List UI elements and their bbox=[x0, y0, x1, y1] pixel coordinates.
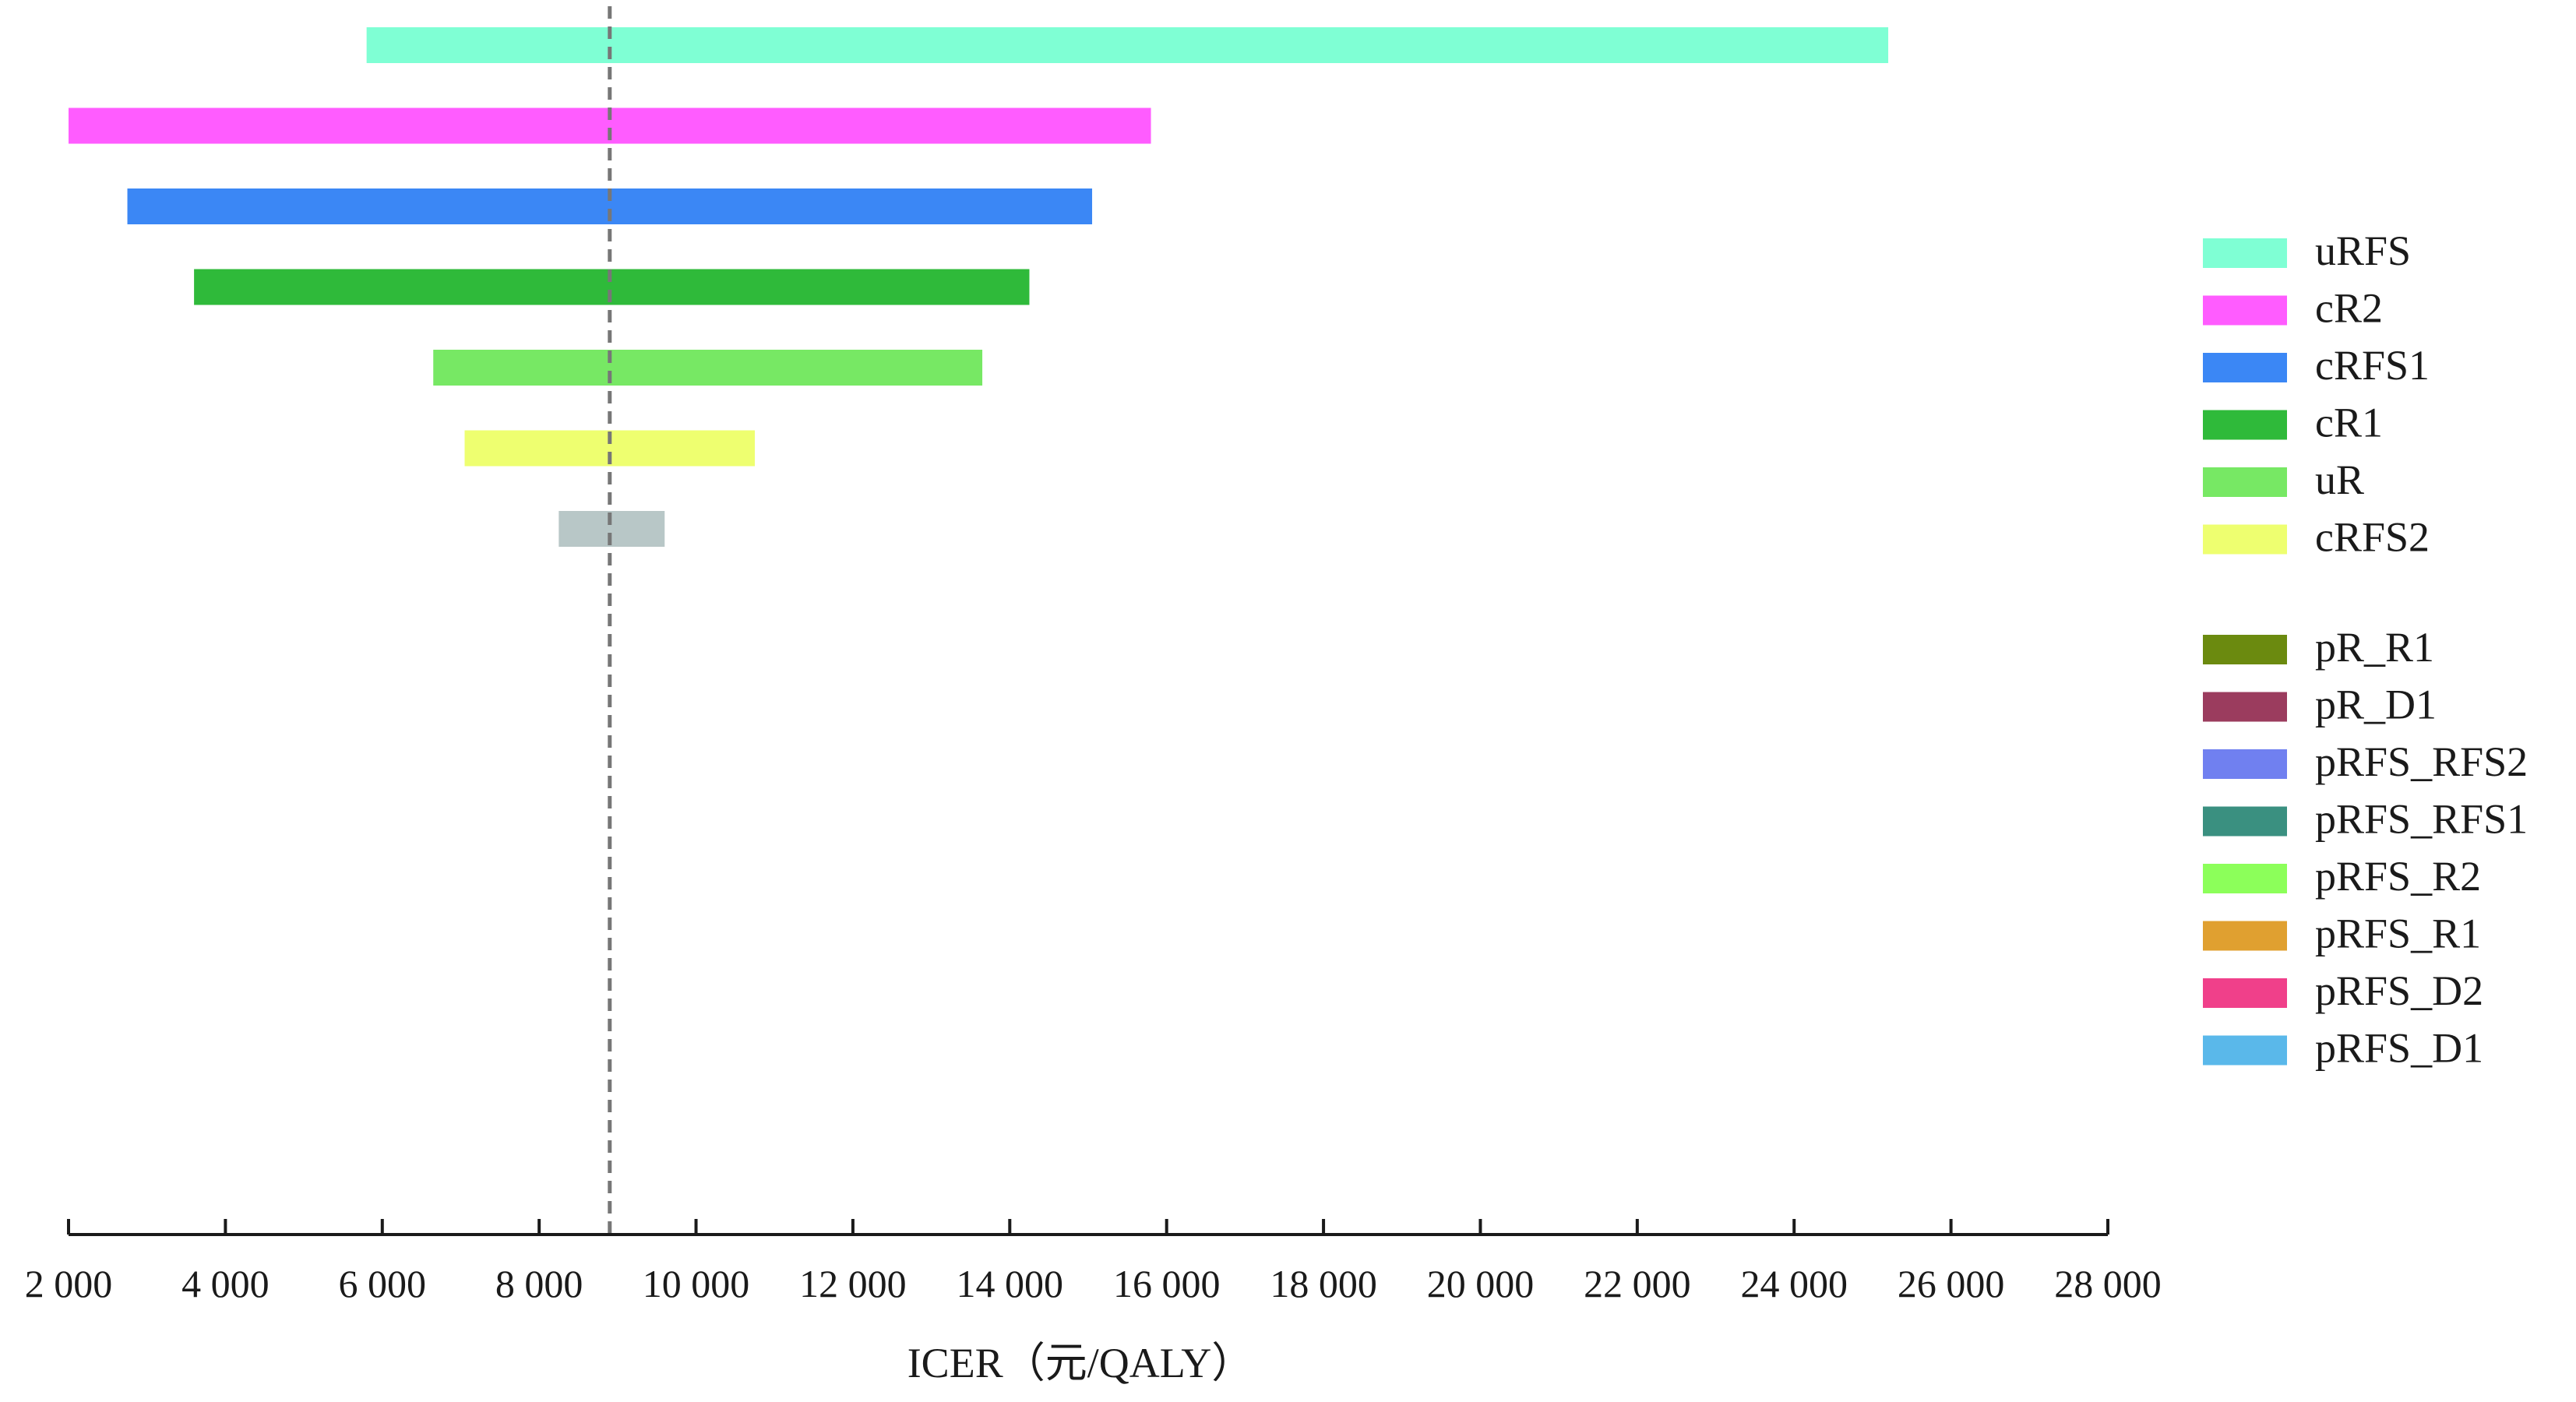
x-tick-label: 12 000 bbox=[799, 1262, 907, 1305]
bar-unlabeled-7 bbox=[559, 511, 665, 547]
x-tick-label: 20 000 bbox=[1427, 1262, 1535, 1305]
x-tick-label: 28 000 bbox=[2054, 1262, 2162, 1305]
legend-label: pRFS_D1 bbox=[2315, 1025, 2483, 1072]
legend-label: cRFS1 bbox=[2315, 342, 2430, 389]
legend-label: pR_R1 bbox=[2315, 624, 2434, 671]
bar-cr1 bbox=[194, 269, 1030, 305]
legend-swatch bbox=[2203, 353, 2287, 382]
x-tick-label: 18 000 bbox=[1270, 1262, 1377, 1305]
legend-label: pRFS_R2 bbox=[2315, 853, 2481, 900]
legend-swatch bbox=[2203, 692, 2287, 722]
legend-swatch bbox=[2203, 749, 2287, 779]
legend-swatch bbox=[2203, 1035, 2287, 1066]
x-tick-label: 2 000 bbox=[25, 1262, 113, 1305]
legend-swatch bbox=[2203, 978, 2287, 1008]
legend-swatch bbox=[2203, 410, 2287, 440]
legend-label: cR1 bbox=[2315, 400, 2383, 446]
legend-swatch bbox=[2203, 238, 2287, 268]
legend-label: pR_D1 bbox=[2315, 682, 2437, 728]
x-tick-label: 6 000 bbox=[339, 1262, 427, 1305]
legend-label: uR bbox=[2315, 456, 2364, 503]
legend-label: pRFS_D2 bbox=[2315, 967, 2483, 1014]
x-tick-label: 14 000 bbox=[957, 1262, 1064, 1305]
legend: uRFS cR2 cRFS1 cR1 uR cRFS2 pR_R1 pR_D1 pRFS_RFS… bbox=[2203, 227, 2528, 1072]
legend-label: pRFS_RFS2 bbox=[2315, 738, 2528, 785]
legend-swatch bbox=[2203, 806, 2287, 837]
x-tick-label: 16 000 bbox=[1113, 1262, 1221, 1305]
x-tick-label: 10 000 bbox=[643, 1262, 750, 1305]
x-axis-title: ICER（元/QALY） bbox=[907, 1340, 1254, 1386]
legend-label: pRFS_R1 bbox=[2315, 911, 2481, 957]
bars-layer bbox=[69, 27, 1889, 547]
x-tick-label: 24 000 bbox=[1740, 1262, 1848, 1305]
legend-label: uRFS bbox=[2315, 227, 2411, 274]
bar-ur bbox=[433, 350, 983, 386]
legend-swatch bbox=[2203, 524, 2287, 555]
bar-urfs bbox=[366, 27, 1889, 63]
x-tick-label: 8 000 bbox=[495, 1262, 583, 1305]
legend-label: cRFS2 bbox=[2315, 514, 2430, 561]
x-tick-label: 26 000 bbox=[1898, 1262, 2005, 1305]
legend-label: cR2 bbox=[2315, 285, 2383, 332]
x-tick-label: 4 000 bbox=[181, 1262, 270, 1305]
x-axis: 2 000 4 000 6 000 8 000 10 000 12 000 14 000 16… bbox=[25, 1219, 2162, 1305]
legend-swatch bbox=[2203, 295, 2287, 326]
legend-swatch bbox=[2203, 864, 2287, 893]
legend-swatch bbox=[2203, 635, 2287, 664]
legend-swatch bbox=[2203, 467, 2287, 497]
x-tick-label: 22 000 bbox=[1584, 1262, 1691, 1305]
legend-label: pRFS_RFS1 bbox=[2315, 796, 2528, 843]
legend-swatch bbox=[2203, 921, 2287, 951]
